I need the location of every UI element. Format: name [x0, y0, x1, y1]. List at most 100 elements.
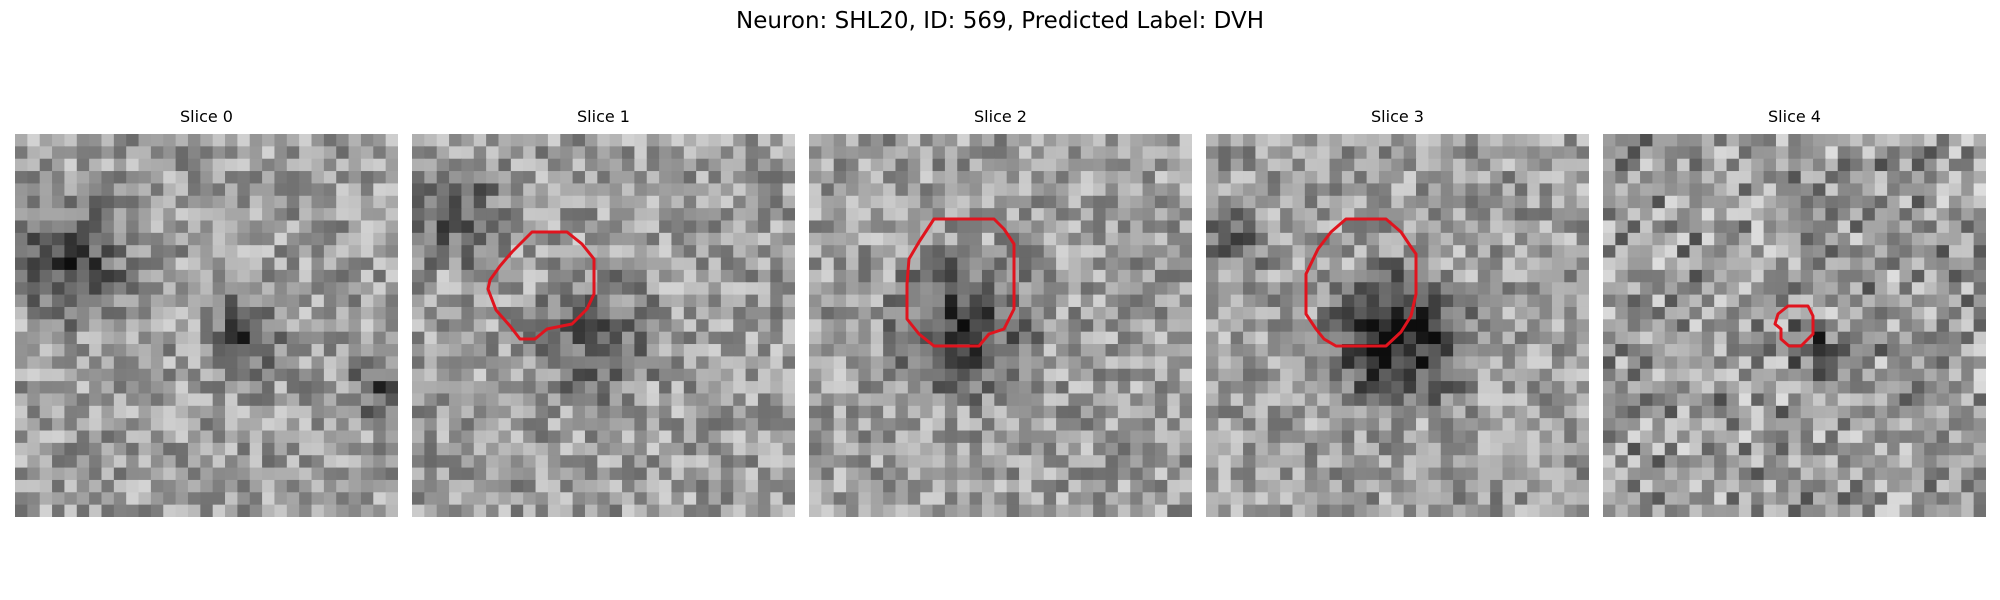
image-pixel — [1440, 282, 1454, 296]
image-pixel — [994, 344, 1008, 357]
image-pixel — [1378, 492, 1392, 506]
image-pixel — [1080, 455, 1094, 469]
image-pixel — [89, 492, 103, 506]
image-pixel — [299, 381, 313, 395]
image-pixel — [15, 430, 28, 444]
image-pixel — [1714, 405, 1728, 419]
image-pixel — [1056, 331, 1070, 345]
image-pixel — [1911, 319, 1925, 333]
image-pixel — [757, 282, 771, 296]
image-pixel — [436, 183, 450, 197]
image-pixel — [385, 245, 398, 259]
image-pixel — [920, 134, 934, 147]
image-pixel — [486, 344, 500, 357]
image-pixel — [1206, 467, 1219, 481]
image-pixel — [1738, 282, 1752, 296]
image-pixel — [39, 319, 53, 333]
image-pixel — [1428, 232, 1442, 246]
image-pixel — [424, 195, 438, 209]
image-pixel — [1154, 257, 1168, 271]
image-pixel — [560, 405, 574, 419]
image-pixel — [126, 455, 140, 469]
image-pixel — [634, 430, 648, 444]
image-pixel — [200, 245, 214, 259]
image-pixel — [1652, 479, 1666, 493]
image-pixel — [622, 183, 635, 197]
image-pixel — [1080, 220, 1094, 234]
image-pixel — [1862, 220, 1876, 234]
image-pixel — [1043, 430, 1057, 444]
image-pixel — [150, 134, 164, 147]
image-pixel — [1726, 467, 1740, 481]
image-pixel — [1206, 418, 1219, 432]
image-pixel — [895, 245, 909, 259]
image-pixel — [720, 158, 734, 172]
image-pixel — [1689, 467, 1703, 481]
image-pixel — [225, 257, 238, 271]
image-pixel — [584, 183, 598, 197]
image-pixel — [1490, 368, 1504, 382]
image-pixel — [597, 195, 611, 209]
image-pixel — [1068, 418, 1082, 432]
image-pixel — [126, 269, 140, 283]
image-pixel — [1329, 356, 1343, 370]
image-pixel — [1255, 405, 1269, 419]
image-pixel — [473, 430, 487, 444]
image-pixel — [1218, 220, 1232, 234]
image-pixel — [782, 504, 795, 517]
image-pixel — [385, 393, 398, 407]
image-pixel — [957, 306, 971, 320]
image-pixel — [348, 492, 362, 506]
image-pixel — [348, 208, 362, 222]
image-pixel — [1551, 282, 1565, 296]
image-pixel — [1391, 393, 1405, 407]
image-pixel — [39, 232, 53, 246]
image-pixel — [957, 171, 971, 185]
image-pixel — [138, 183, 152, 197]
image-pixel — [449, 455, 463, 469]
image-pixel — [932, 430, 946, 444]
image-pixel — [1564, 344, 1578, 357]
image-pixel — [1948, 492, 1962, 506]
image-pixel — [510, 455, 524, 469]
image-pixel — [1477, 430, 1491, 444]
image-pixel — [745, 195, 759, 209]
image-pixel — [696, 405, 710, 419]
image-pixel — [336, 504, 350, 517]
image-pixel — [1218, 430, 1232, 444]
image-pixel — [412, 467, 425, 481]
image-pixel — [957, 467, 971, 481]
image-pixel — [1726, 208, 1740, 222]
image-pixel — [1603, 208, 1616, 222]
image-pixel — [76, 504, 90, 517]
image-pixel — [1564, 393, 1578, 407]
image-pixel — [1391, 405, 1405, 419]
image-pixel — [994, 418, 1008, 432]
image-pixel — [1105, 442, 1119, 456]
image-pixel — [89, 134, 103, 147]
image-pixel — [1280, 405, 1294, 419]
image-pixel — [833, 171, 847, 185]
image-pixel — [821, 171, 835, 185]
image-pixel — [1775, 467, 1789, 481]
image-pixel — [720, 134, 734, 147]
image-pixel — [683, 467, 697, 481]
image-pixel — [1403, 146, 1417, 160]
image-pixel — [436, 171, 450, 185]
image-pixel — [1416, 368, 1429, 382]
image-pixel — [1788, 455, 1802, 469]
image-pixel — [138, 492, 152, 506]
image-pixel — [1576, 183, 1589, 197]
image-pixel — [473, 393, 487, 407]
image-pixel — [858, 504, 872, 517]
image-pixel — [286, 405, 300, 419]
image-pixel — [1615, 479, 1629, 493]
image-pixel — [1640, 232, 1654, 246]
image-pixel — [1615, 171, 1629, 185]
image-pixel — [113, 146, 127, 160]
image-pixel — [1751, 146, 1765, 160]
image-pixel — [449, 331, 463, 345]
image-pixel — [1317, 504, 1331, 517]
image-pixel — [163, 269, 177, 283]
image-pixel — [1551, 381, 1565, 395]
